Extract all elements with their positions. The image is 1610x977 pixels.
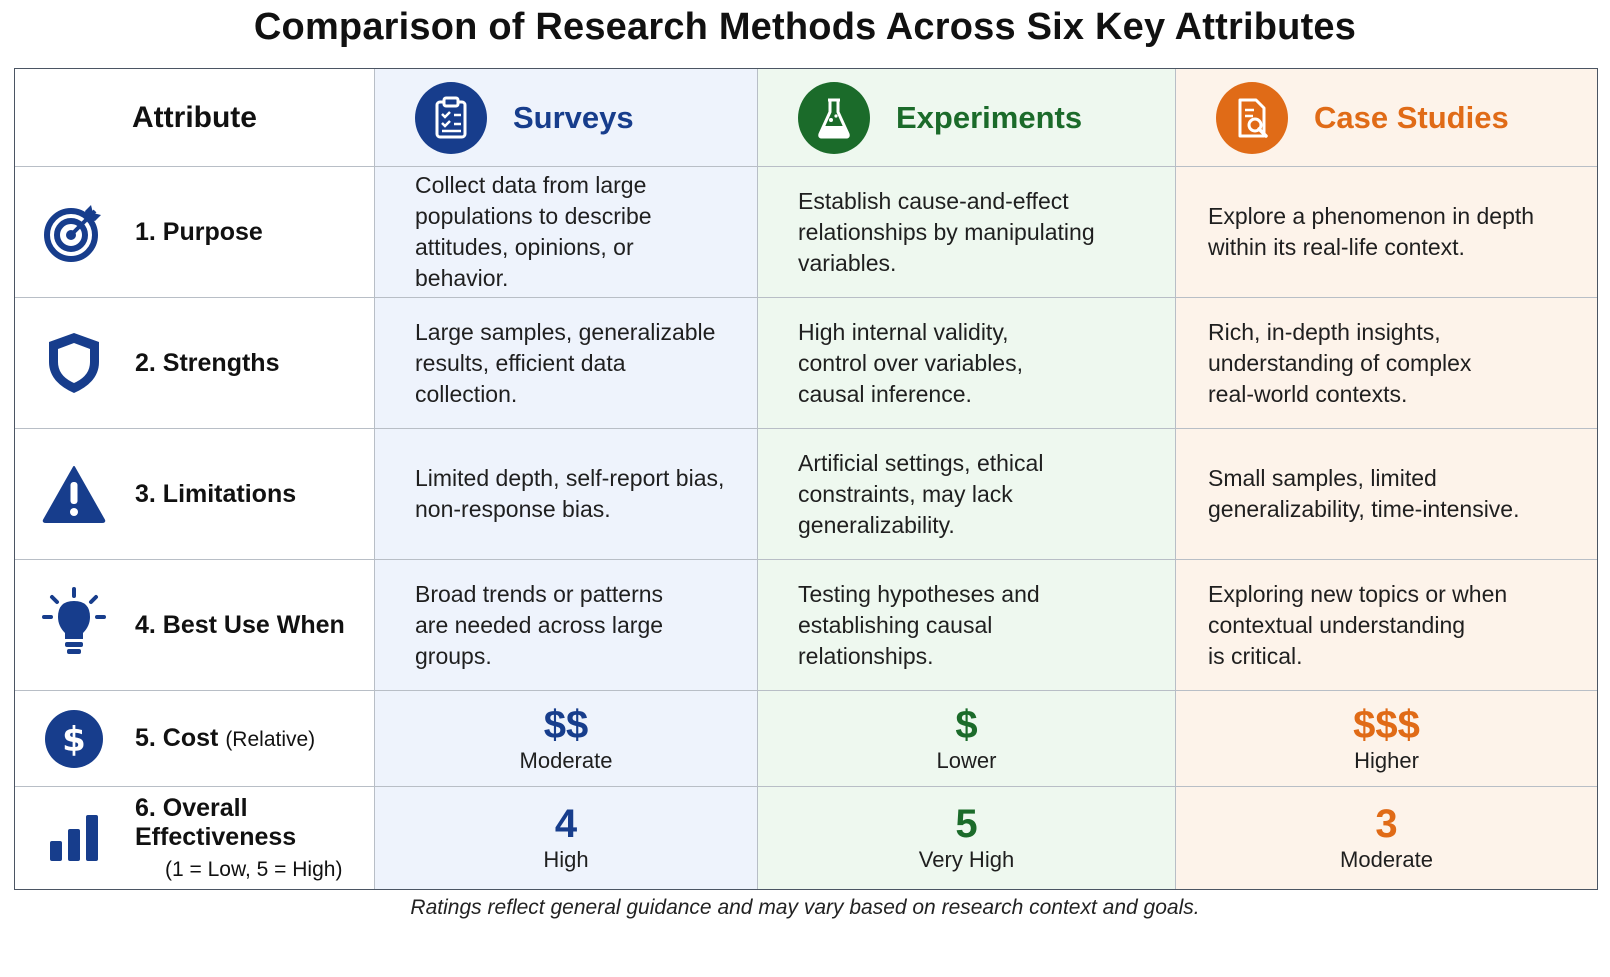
dollar-icon: $ (41, 706, 107, 772)
header-case-studies: Case Studies (1176, 69, 1597, 167)
limitations-experiments: Artificial settings, ethical constraints… (758, 429, 1176, 560)
clipboard-icon (415, 81, 487, 154)
flask-icon (798, 81, 870, 154)
header-surveys-label: Surveys (513, 99, 634, 135)
effectiveness-scale-note: (1 = Low, 5 = High) (165, 858, 343, 881)
cost-symbol: $$$ (1353, 702, 1420, 747)
row-purpose-attribute: 1. Purpose (15, 167, 375, 298)
header-attribute: Attribute (15, 69, 375, 167)
cost-label: 5. Cost (135, 724, 219, 752)
header-case-studies-label: Case Studies (1314, 99, 1509, 135)
cost-text: Lower (936, 747, 997, 773)
lightbulb-icon (41, 587, 107, 658)
row-label: 1. Purpose (135, 217, 263, 246)
best-use-case-studies: Exploring new topics or when contextual … (1176, 560, 1597, 691)
shield-icon (41, 330, 107, 396)
effectiveness-text: High (543, 847, 589, 872)
effectiveness-surveys: 4 High (375, 787, 758, 889)
header-experiments-label: Experiments (896, 99, 1083, 135)
page-title: Comparison of Research Methods Across Si… (253, 6, 1357, 48)
effectiveness-text: Very High (918, 847, 1015, 872)
row-limitations-attribute: 3. Limitations (15, 429, 375, 560)
cost-sublabel: (Relative) (225, 728, 316, 751)
cost-symbol: $ (955, 702, 978, 747)
purpose-case-studies: Explore a phenomenon in depth within its… (1176, 167, 1597, 298)
target-icon (41, 199, 107, 265)
effectiveness-experiments: 5 Very High (758, 787, 1176, 889)
best-use-surveys: Broad trends or patterns are needed acro… (375, 560, 758, 691)
purpose-experiments: Establish cause-and-effect relationships… (758, 167, 1176, 298)
document-search-icon (1216, 81, 1288, 154)
effectiveness-score: 4 (554, 802, 578, 846)
effectiveness-text: Moderate (1340, 847, 1433, 872)
row-label: 4. Best Use When (135, 610, 345, 639)
purpose-surveys: Collect data from large populations to d… (375, 167, 758, 298)
cost-text: Higher (1354, 747, 1419, 773)
header-experiments: Experiments (758, 69, 1176, 167)
effectiveness-label: 6. Overall Effectiveness (135, 794, 297, 851)
cost-case-studies: $$$ Higher (1176, 691, 1597, 787)
strengths-case-studies: Rich, in-depth insights, understanding o… (1176, 298, 1597, 429)
row-label: 2. Strengths (135, 348, 280, 377)
row-label: 5. Cost (Relative) (135, 724, 315, 753)
row-best-use-attribute: 4. Best Use When (15, 560, 375, 691)
footnote: Ratings reflect general guidance and may… (410, 896, 1200, 919)
limitations-surveys: Limited depth, self-report bias, non-res… (375, 429, 758, 560)
svg-text:$: $ (62, 720, 86, 760)
effectiveness-score: 3 (1375, 802, 1398, 846)
cost-symbol: $$ (543, 702, 589, 747)
effectiveness-score: 5 (955, 802, 978, 846)
strengths-experiments: High internal validity, control over var… (758, 298, 1176, 429)
limitations-case-studies: Small samples, limited generalizability,… (1176, 429, 1597, 560)
warning-icon (41, 461, 107, 527)
bar-chart-icon (41, 805, 107, 871)
best-use-experiments: Testing hypotheses and establishing caus… (758, 560, 1176, 691)
row-strengths-attribute: 2. Strengths (15, 298, 375, 429)
row-effectiveness-attribute: 6. Overall Effectiveness (1 = Low, 5 = H… (15, 787, 375, 889)
cost-experiments: $ Lower (758, 691, 1176, 787)
row-cost-attribute: $ 5. Cost (Relative) (15, 691, 375, 787)
comparison-table: Attribute Surveys Experiments (14, 68, 1598, 890)
effectiveness-case-studies: 3 Moderate (1176, 787, 1597, 889)
row-label: 3. Limitations (135, 479, 297, 508)
header-surveys: Surveys (375, 69, 758, 167)
cost-surveys: $$ Moderate (375, 691, 758, 787)
strengths-surveys: Large samples, generalizable results, ef… (375, 298, 758, 429)
cost-text: Moderate (519, 747, 613, 773)
